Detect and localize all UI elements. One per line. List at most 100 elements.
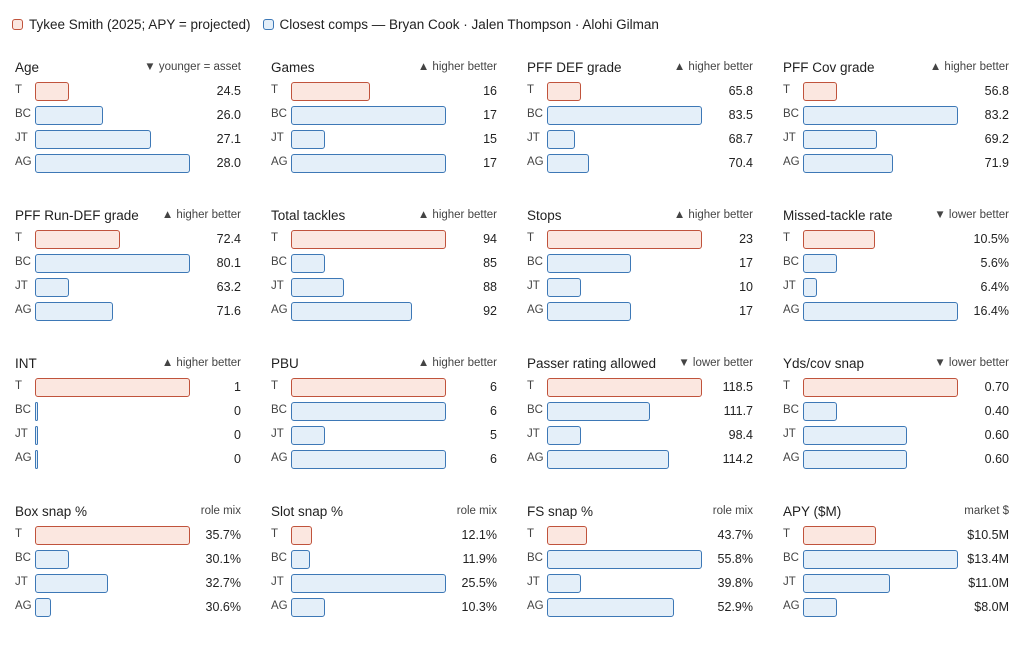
bar-track (291, 450, 446, 469)
category-label: JT (15, 576, 28, 588)
value-label: 85 (483, 256, 497, 270)
bar-row-t: T 0.70 (783, 378, 1009, 397)
bar-comp (547, 302, 632, 321)
chart-legend: Tykee Smith (2025; APY = projected) Clos… (12, 14, 659, 34)
panel-direction-note: role mix (712, 505, 753, 517)
bar-row-t: T 23 (527, 230, 753, 249)
value-label: 24.5 (216, 84, 241, 98)
category-label: BC (15, 256, 31, 268)
panel-age: Age ▼ younger = asset T 24.5 BC 26.0 JT 27.1 AG 2… (15, 60, 241, 180)
panel-direction-note: ▲ higher better (161, 357, 241, 369)
value-label: 65.8 (728, 84, 753, 98)
bar-comp (803, 574, 891, 593)
panel-title: Yds/cov snap (783, 356, 865, 371)
panel-title: PBU (271, 356, 299, 371)
bar-track (803, 82, 958, 101)
category-label: T (527, 84, 535, 96)
category-label: BC (15, 404, 31, 416)
bar-row-ag: AG 0 (15, 450, 241, 469)
bar-comp (35, 254, 190, 273)
panel-pff-def-grade: PFF DEF grade ▲ higher better T 65.8 BC 83.5 J… (527, 60, 753, 180)
value-label: 10 (739, 280, 753, 294)
category-label: BC (271, 552, 287, 564)
bar-comp (803, 254, 837, 273)
bar-row-t: T 94 (271, 230, 497, 249)
category-label: T (15, 380, 23, 392)
category-label: T (527, 528, 535, 540)
category-label: JT (271, 132, 284, 144)
value-label: 69.2 (984, 132, 1009, 146)
value-label: 0 (234, 452, 241, 466)
bar-track (35, 550, 190, 569)
bar-comp (547, 574, 581, 593)
category-label: BC (527, 552, 543, 564)
value-label: 6 (490, 380, 497, 394)
category-label: AG (271, 452, 288, 464)
bar-row-bc: BC 0 (15, 402, 241, 421)
category-label: JT (15, 280, 28, 292)
bar-track (35, 302, 190, 321)
bar-track (291, 526, 446, 545)
bar-row-t: T 65.8 (527, 82, 753, 101)
bar-row-t: T 56.8 (783, 82, 1009, 101)
value-label: 5.6% (980, 256, 1010, 270)
bar-row-ag: AG 71.9 (783, 154, 1009, 173)
bar-track (803, 130, 958, 149)
panel-title: Age (15, 60, 40, 75)
value-label: 80.1 (216, 256, 241, 270)
bar-comp (547, 598, 675, 617)
category-label: T (271, 528, 279, 540)
bar-track (803, 526, 958, 545)
bar-comp (547, 278, 581, 297)
bar-track (547, 426, 702, 445)
bar-row-jt: JT 10 (527, 278, 753, 297)
bar-comp (547, 106, 702, 125)
value-label: 0 (234, 428, 241, 442)
bar-row-jt: JT 98.4 (527, 426, 753, 445)
bar-comp (803, 550, 958, 569)
bar-comp (35, 106, 103, 125)
category-label: T (783, 84, 791, 96)
value-label: 26.0 (216, 108, 241, 122)
bar-track (803, 302, 958, 321)
category-label: BC (527, 256, 543, 268)
category-label: T (271, 232, 279, 244)
bar-track (291, 278, 446, 297)
panel-direction-note: ▼ lower better (934, 209, 1009, 221)
bar-track (547, 154, 702, 173)
bar-row-ag: AG 17 (271, 154, 497, 173)
bar-row-ag: AG 30.6% (15, 598, 241, 617)
bar-row-jt: JT 27.1 (15, 130, 241, 149)
panel-direction-note: ▼ lower better (934, 357, 1009, 369)
value-label: 11.9% (462, 552, 497, 566)
value-label: $13.4M (967, 552, 1009, 566)
bar-target (547, 230, 702, 249)
bar-track (547, 526, 702, 545)
bar-comp (35, 574, 109, 593)
bar-comp (547, 130, 575, 149)
category-label: JT (527, 576, 540, 588)
bar-track (291, 82, 446, 101)
panel-total-tackles: Total tackles ▲ higher better T 94 BC 85 JT 88 A… (271, 208, 497, 328)
category-label: BC (783, 404, 799, 416)
bar-track (547, 82, 702, 101)
category-label: AG (527, 600, 544, 612)
category-label: AG (783, 452, 800, 464)
value-label: 10.5% (973, 232, 1009, 246)
bar-track (803, 574, 958, 593)
bar-row-bc: BC 26.0 (15, 106, 241, 125)
value-label: $10.5M (967, 528, 1009, 542)
category-label: JT (527, 428, 540, 440)
bar-track (803, 154, 958, 173)
category-label: AG (783, 304, 800, 316)
value-label: 1 (234, 380, 241, 394)
bar-target (291, 230, 446, 249)
bar-row-jt: JT $11.0M (783, 574, 1009, 593)
bar-track (35, 278, 190, 297)
category-label: JT (271, 428, 284, 440)
bar-comp (35, 130, 151, 149)
value-label: 16.4% (973, 304, 1009, 318)
bar-row-ag: AG 70.4 (527, 154, 753, 173)
bar-row-jt: JT 63.2 (15, 278, 241, 297)
bar-row-jt: JT 0 (15, 426, 241, 445)
